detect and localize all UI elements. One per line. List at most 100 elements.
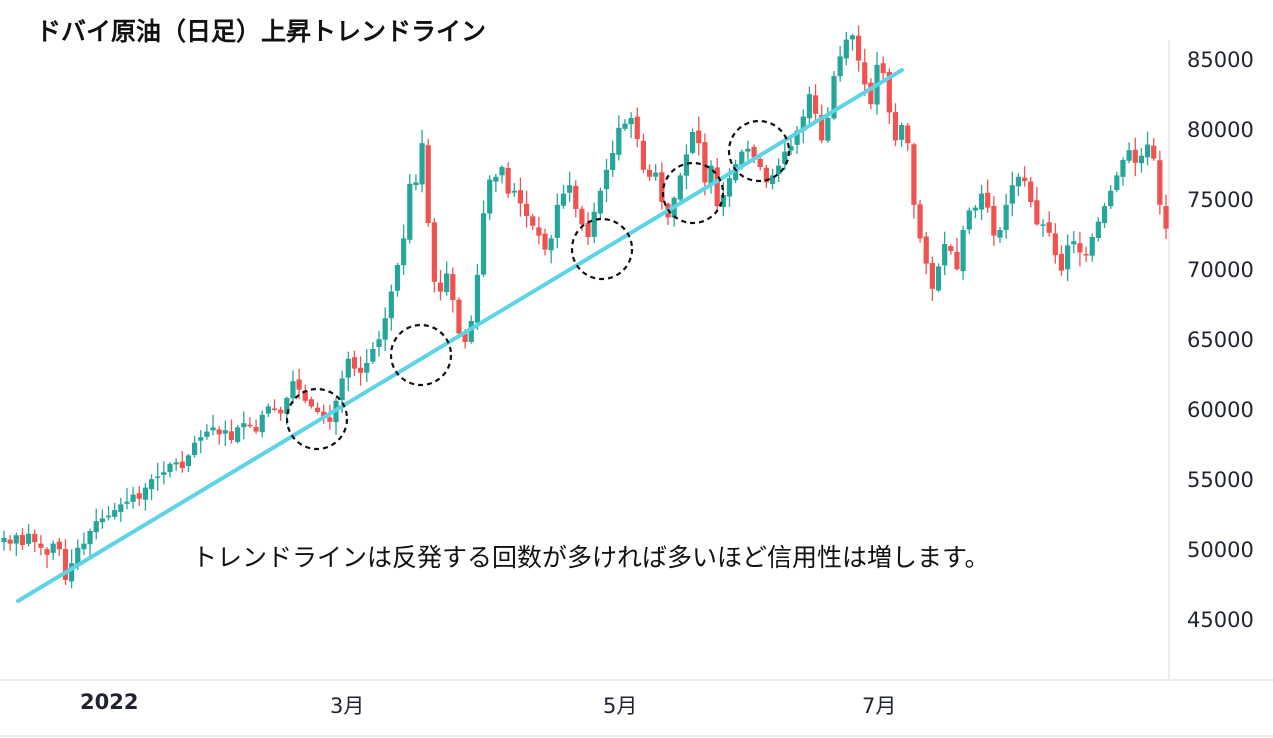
bullish-candle <box>560 193 567 206</box>
bullish-candle <box>726 178 733 197</box>
bearish-candle <box>757 158 763 167</box>
bearish-candle <box>1028 181 1034 202</box>
bearish-candle <box>38 543 44 548</box>
bullish-candle <box>499 167 505 176</box>
bullish-candle <box>444 273 450 293</box>
bearish-candle <box>1058 253 1065 271</box>
bullish-candle <box>708 165 714 185</box>
bullish-candle <box>603 169 610 190</box>
bullish-candle <box>610 153 616 171</box>
bearish-candle <box>431 222 437 282</box>
bearish-candle <box>321 411 327 418</box>
bearish-candle <box>634 116 640 139</box>
bullish-candle <box>1071 241 1077 245</box>
bearish-candle <box>450 274 456 300</box>
bullish-candle <box>745 148 751 152</box>
bearish-candle <box>179 461 185 468</box>
bullish-candle <box>935 266 942 291</box>
bearish-candle <box>523 203 530 216</box>
bearish-candle <box>1077 243 1083 253</box>
bearish-candle <box>880 63 886 74</box>
bearish-candle <box>646 169 653 177</box>
bullish-candle <box>112 510 118 517</box>
price-tick-label: 60000 <box>1187 398 1254 422</box>
bullish-candle <box>597 190 603 214</box>
bearish-candle <box>812 95 819 114</box>
annotation-text: トレンドラインは反発する回数が多ければ多いほど信用性は増します。 <box>192 543 990 572</box>
bullish-candle <box>831 76 837 119</box>
bearish-candle <box>659 172 665 202</box>
bullish-candle <box>480 213 487 275</box>
bullish-candle <box>806 94 813 119</box>
chart-title: ドバイ原油（日足）上昇トレンドライン <box>36 17 487 46</box>
bearish-candle <box>542 233 548 250</box>
bearish-candle <box>44 549 50 555</box>
bullish-candle <box>155 476 161 478</box>
bearish-candle <box>917 204 923 239</box>
bullish-candle <box>69 563 75 582</box>
bearish-candle <box>573 185 579 209</box>
bullish-candle <box>739 151 745 165</box>
bearish-candle <box>19 534 26 545</box>
bearish-candle <box>886 71 892 113</box>
bearish-candle <box>530 216 536 226</box>
bullish-candle <box>1138 155 1145 164</box>
bearish-candle <box>868 82 874 104</box>
time-tick-label: 5月 <box>603 694 638 718</box>
bullish-candle <box>622 123 628 129</box>
bearish-candle <box>911 144 917 205</box>
bearish-candle <box>247 424 253 427</box>
bearish-candle <box>819 115 825 141</box>
bearish-candle <box>862 62 868 85</box>
bullish-candle <box>1114 175 1120 191</box>
bearish-candle <box>351 357 358 369</box>
bullish-candle <box>130 494 136 502</box>
bullish-candle <box>628 118 634 125</box>
bullish-candle <box>148 479 155 490</box>
bullish-candle <box>960 230 966 272</box>
touch-point-circle <box>570 217 634 281</box>
bearish-candle <box>1157 160 1163 205</box>
bearish-candle <box>327 417 333 422</box>
bearish-candle <box>923 236 929 264</box>
bullish-candle <box>1095 221 1101 239</box>
bullish-candle <box>118 504 124 512</box>
bullish-candle <box>788 146 794 151</box>
bearish-candle <box>579 208 585 225</box>
bullish-candle <box>1065 245 1071 270</box>
bullish-candle <box>185 455 192 467</box>
bullish-candle <box>93 521 99 533</box>
bearish-candle <box>855 35 862 61</box>
bearish-candle <box>929 263 935 289</box>
bullish-candle <box>339 378 345 401</box>
bullish-candle <box>173 462 179 465</box>
bearish-candle <box>32 533 38 543</box>
uptrend-line <box>16 68 904 603</box>
bullish-candle <box>800 116 806 131</box>
bullish-candle <box>849 35 856 40</box>
bearish-candle <box>302 390 308 401</box>
bullish-candle <box>567 185 573 193</box>
bullish-candle <box>376 339 382 348</box>
bearish-candle <box>517 190 524 204</box>
bearish-candle <box>456 299 462 334</box>
bullish-candle <box>474 274 481 323</box>
bearish-candle <box>1151 145 1157 159</box>
price-tick-label: 75000 <box>1187 188 1254 212</box>
bullish-candle <box>1 538 7 543</box>
bullish-candle <box>370 349 376 362</box>
bullish-candle <box>978 193 985 210</box>
bullish-candle <box>487 179 493 214</box>
bearish-candle <box>136 493 142 499</box>
time-tick-label: 3月 <box>330 694 365 718</box>
bearish-candle <box>948 246 954 251</box>
bullish-candle <box>401 238 407 266</box>
bullish-candle <box>235 427 241 442</box>
bearish-candle <box>702 142 708 183</box>
bearish-candle <box>751 146 757 158</box>
bearish-candle <box>216 429 222 435</box>
bullish-candle <box>511 190 517 193</box>
bearish-candle <box>905 125 911 144</box>
bullish-candle <box>50 543 56 553</box>
